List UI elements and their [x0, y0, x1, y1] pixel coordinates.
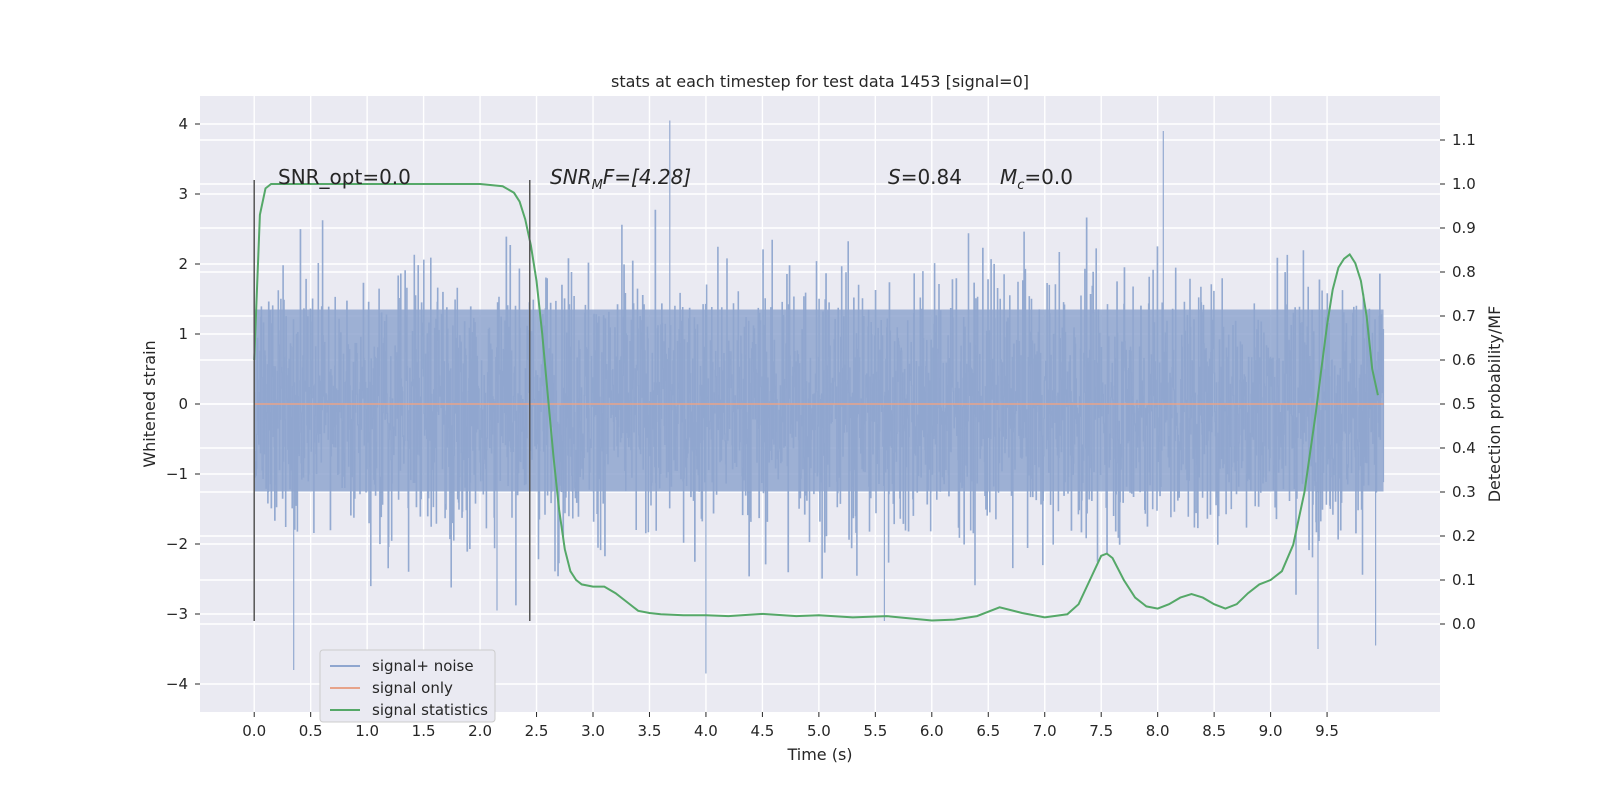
y-right-tick-label: 0.1 — [1452, 571, 1476, 589]
y-tick-label: 2 — [178, 255, 188, 273]
legend-label: signal only — [372, 679, 453, 697]
y-tick-label: 4 — [178, 115, 188, 133]
y-axis-right-label: Detection probability/MF — [1485, 306, 1504, 503]
x-tick-label: 8.5 — [1202, 722, 1226, 740]
x-tick-label: 2.5 — [525, 722, 549, 740]
legend-label: signal+ noise — [372, 657, 474, 675]
annotations: SNR_opt=0.0 SNRMF=[4.28] S=0.84 Mc=0.0 — [278, 165, 1073, 193]
y-right-tick-label: 0.7 — [1452, 307, 1476, 325]
annotation-mc: Mc=0.0 — [1000, 165, 1073, 193]
x-tick-label: 7.0 — [1033, 722, 1057, 740]
x-tick-label: 1.5 — [412, 722, 436, 740]
signal-statistics-line — [253, 183, 1379, 622]
annotation-mc-symbol: M — [1000, 165, 1017, 189]
y-tick-label: −1 — [166, 465, 188, 483]
x-tick-label: 0.5 — [299, 722, 323, 740]
y-right-tick-label: 0.9 — [1452, 219, 1476, 237]
y-right-tick-label: 1.0 — [1452, 175, 1476, 193]
x-tick-label: 9.0 — [1259, 722, 1283, 740]
x-tick-label: 6.5 — [976, 722, 1000, 740]
y-right-tick-label: 0.4 — [1452, 439, 1476, 457]
legend-box — [319, 649, 496, 723]
signal-noise-line — [253, 120, 1385, 674]
y-tick-label: 3 — [178, 185, 188, 203]
x-tick-label: 8.0 — [1146, 722, 1170, 740]
y-tick-label: 0 — [178, 395, 188, 413]
y-axis-left-label: Whitened strain — [140, 340, 159, 467]
x-tick-label: 6.0 — [920, 722, 944, 740]
x-tick-label: 5.0 — [807, 722, 831, 740]
annotation-s-value: =0.84 — [901, 165, 962, 189]
annotation-s: S=0.84 — [888, 165, 962, 189]
y-right-tick-label: 0.2 — [1452, 527, 1476, 545]
annotation-snr-mf-rest: F=[4.28] — [603, 165, 691, 189]
y-right-tick-label: 1.1 — [1452, 131, 1476, 149]
x-axis-label: Time (s) — [786, 745, 852, 764]
legend-label: signal statistics — [372, 701, 488, 719]
y-axis-right-ticks: 0.0 0.1 0.2 0.3 0.4 0.5 0.6 0.7 0.8 0.9 1.0 1.1 — [1440, 131, 1476, 633]
y-axis-left-ticks: −4 −3 −2 −1 0 1 2 3 4 — [166, 115, 200, 693]
legend: signal+ noise signal only signal statistic… — [319, 649, 496, 723]
x-tick-label: 3.0 — [581, 722, 605, 740]
annotation-snr-mf-sub: M — [592, 178, 603, 193]
annotation-snr-opt: SNR_opt=0.0 — [278, 165, 411, 189]
y-right-tick-label: 0.3 — [1452, 483, 1476, 501]
y-right-tick-label: 0.8 — [1452, 263, 1476, 281]
annotation-mc-value: =0.0 — [1024, 165, 1073, 189]
x-axis-ticks: 0.0 0.5 1.0 1.5 2.0 2.5 3.0 3.5 4.0 4.5 5.0 5.5 6.0 6… — [242, 712, 1339, 740]
annotation-s-symbol: S — [888, 165, 901, 189]
annotation-mc-sub: c — [1017, 178, 1024, 193]
x-tick-label: 1.0 — [355, 722, 379, 740]
x-tick-label: 2.0 — [468, 722, 492, 740]
x-tick-label: 9.5 — [1315, 722, 1339, 740]
x-tick-label: 5.5 — [863, 722, 887, 740]
y-tick-label: −2 — [166, 535, 188, 553]
y-tick-label: −4 — [166, 675, 188, 693]
x-tick-label: 4.0 — [694, 722, 718, 740]
signal-noise-series — [253, 120, 1385, 674]
chart-title: stats at each timestep for test data 145… — [611, 72, 1029, 91]
y-right-tick-label: 0.6 — [1452, 351, 1476, 369]
x-tick-label: 7.5 — [1089, 722, 1113, 740]
y-tick-label: 1 — [178, 325, 188, 343]
x-tick-label: 3.5 — [638, 722, 662, 740]
y-right-tick-label: 0.5 — [1452, 395, 1476, 413]
x-tick-label: 0.0 — [242, 722, 266, 740]
x-tick-label: 4.5 — [750, 722, 774, 740]
signal-noise-band — [254, 309, 1384, 492]
marker-vertical-lines — [253, 180, 531, 621]
y-tick-label: −3 — [166, 605, 188, 623]
annotation-snr-mf-main: SNR — [550, 165, 592, 189]
y-right-tick-label: 0.0 — [1452, 615, 1476, 633]
annotation-snr-mf: SNRMF=[4.28] — [550, 165, 691, 193]
signal-lines — [253, 183, 1384, 622]
